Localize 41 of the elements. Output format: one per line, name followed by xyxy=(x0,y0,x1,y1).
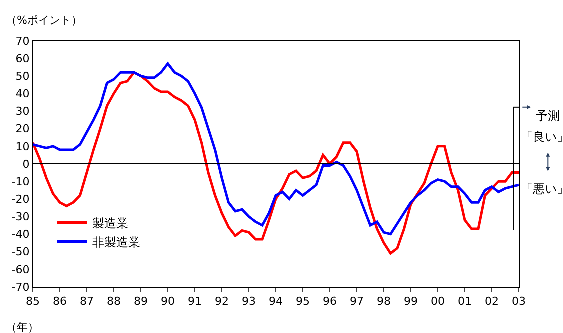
x-tick-label: 96 xyxy=(323,295,337,308)
text: 「悪い」 xyxy=(521,182,563,196)
y-tick-label: 20 xyxy=(16,122,30,136)
y-tick-label: 10 xyxy=(16,140,30,154)
y-tick-label: -20 xyxy=(12,192,30,206)
x-tick-label: 99 xyxy=(404,295,418,308)
x-tick-label: 95 xyxy=(296,295,310,308)
x-tick-label: 93 xyxy=(242,295,256,308)
y-tick-label: -60 xyxy=(12,263,30,276)
x-tick-label: 94 xyxy=(269,295,283,308)
x-tick-label: 85 xyxy=(26,295,40,308)
y-tick-label: -30 xyxy=(12,210,30,224)
y-tick-label: -40 xyxy=(12,228,30,242)
x-tick-label: 89 xyxy=(134,295,148,308)
x-tick-label: 92 xyxy=(215,295,229,308)
x-tick-label: 88 xyxy=(107,295,121,308)
x-tick-label: 01 xyxy=(458,295,472,308)
y-tick-label: 0 xyxy=(22,158,30,171)
x-axis-title: （年） xyxy=(6,321,39,333)
y-tick-label: -70 xyxy=(12,280,30,294)
y-tick-label: 30 xyxy=(16,105,30,118)
x-tick-label: 91 xyxy=(188,295,202,308)
y-tick-label: -50 xyxy=(12,246,30,259)
x-tick-label: 02 xyxy=(485,295,499,308)
y-tick-label: -10 xyxy=(12,175,30,188)
y-axis-title: （%ポイント） xyxy=(6,14,82,27)
x-tick-label: 97 xyxy=(350,295,364,308)
y-tick-label: 40 xyxy=(16,88,30,101)
y-tick-label: 60 xyxy=(16,52,30,66)
y-tick-label: 70 xyxy=(16,34,30,48)
x-tick-label: 00 xyxy=(431,295,445,308)
x-tick-label: 03 xyxy=(512,295,526,308)
ref-line-label: 予測 xyxy=(536,109,560,123)
legend-label: 製造業 xyxy=(92,216,128,230)
x-tick-label: 98 xyxy=(377,295,391,308)
text: 「良い」 xyxy=(521,130,563,144)
y-tick-label: 50 xyxy=(16,70,30,83)
x-tick-label: 87 xyxy=(80,295,94,308)
x-tick-label: 86 xyxy=(53,295,67,308)
legend-label: 非製造業 xyxy=(92,235,140,250)
x-tick-label: 90 xyxy=(161,295,175,308)
